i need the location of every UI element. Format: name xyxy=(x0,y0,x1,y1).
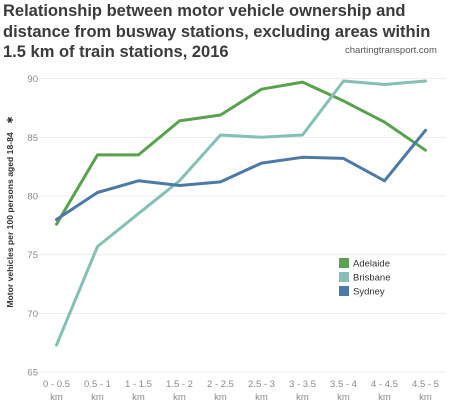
series-line-brisbane xyxy=(55,79,427,347)
x-tick-unit: km xyxy=(214,392,227,403)
source-credit: chartingtransport.com xyxy=(345,45,437,56)
series-line-sydney xyxy=(55,128,427,221)
x-tick-unit: km xyxy=(378,392,391,403)
x-axis-ticks: 0 - 0.5 km 0.5 - 1 km 1 - 1.5 km 1.5 - 2 km 2 - … xyxy=(43,379,439,403)
y-tick-label: 65 xyxy=(27,368,38,379)
legend-label-adelaide: Adelaide xyxy=(353,259,390,270)
chart-title: Relationship between motor vehicle owner… xyxy=(3,2,431,61)
x-tick-unit: km xyxy=(132,392,145,403)
x-tick-unit: km xyxy=(91,392,104,403)
y-tick-label: 75 xyxy=(27,250,38,261)
x-tick-label: 0.5 - 1 xyxy=(84,379,111,390)
x-tick-label: 1.5 - 2 xyxy=(166,379,193,390)
x-tick-unit: km xyxy=(296,392,309,403)
y-tick-label: 70 xyxy=(27,309,38,320)
legend-label-brisbane: Brisbane xyxy=(353,273,391,284)
legend-label-sydney: Sydney xyxy=(353,287,385,298)
x-tick-label: 3 - 3.5 xyxy=(289,379,316,390)
legend: Adelaide Brisbane Sydney xyxy=(339,258,391,298)
x-tick-unit: km xyxy=(255,392,268,403)
y-axis-ticks: 65 70 75 80 85 90 xyxy=(27,74,38,379)
x-tick-label: 2.5 - 3 xyxy=(248,379,275,390)
x-tick-label: 2 - 2.5 xyxy=(207,379,234,390)
x-tick-label: 3.5 - 4 xyxy=(330,379,357,390)
x-tick-label: 4.5 - 5 xyxy=(412,379,439,390)
x-tick-unit: km xyxy=(337,392,350,403)
y-tick-label: 80 xyxy=(27,192,38,203)
x-tick-label: 4 - 4.5 xyxy=(371,379,398,390)
x-tick-label: 1 - 1.5 xyxy=(125,379,152,390)
legend-swatch-sydney xyxy=(339,286,349,296)
series-lines xyxy=(55,79,427,347)
series-line-adelaide xyxy=(55,80,427,226)
legend-swatch-adelaide xyxy=(339,258,349,268)
y-axis-label: Motor vehicles per 100 persons aged 18-8… xyxy=(5,132,15,308)
y-tick-label: 85 xyxy=(27,133,38,144)
x-tick-unit: km xyxy=(173,392,186,403)
y-tick-label: 90 xyxy=(27,74,38,85)
x-tick-unit: km xyxy=(419,392,432,403)
legend-swatch-brisbane xyxy=(339,272,349,282)
y-axis-label-marker: ✱ xyxy=(5,116,15,123)
x-tick-unit: km xyxy=(50,392,63,403)
x-tick-label: 0 - 0.5 xyxy=(43,379,70,390)
